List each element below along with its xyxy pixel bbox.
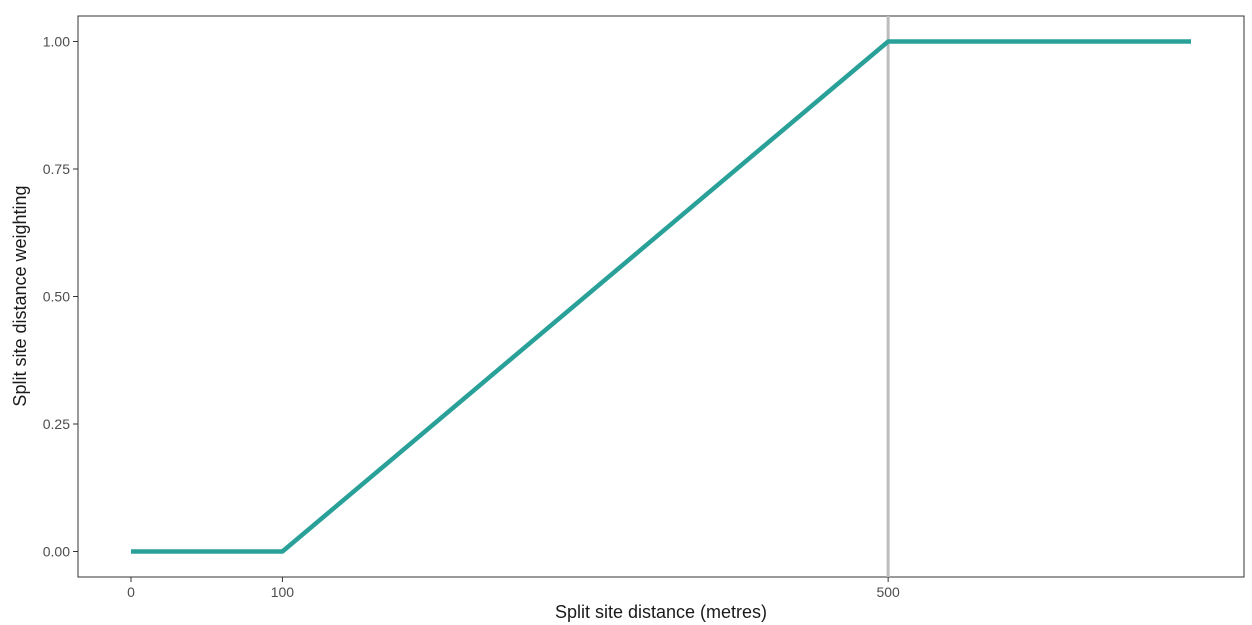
series-line-0 [131, 39, 1191, 554]
x-tick-label-0: 0 [127, 584, 135, 600]
y-tick-label-1: 0.25 [43, 416, 70, 432]
series-layer [131, 39, 1191, 554]
y-tick-label-3: 0.75 [43, 161, 70, 177]
x-axis-title: Split site distance (metres) [555, 602, 767, 622]
y-tick-label-2: 0.50 [43, 289, 70, 305]
x-tick-label-1: 100 [271, 584, 295, 600]
x-axis: 0 100 500 [127, 577, 900, 600]
y-tick-label-0: 0.00 [43, 544, 70, 560]
plot-panel-border [77, 15, 1245, 578]
y-axis-title: Split site distance weighting [10, 185, 30, 406]
y-tick-label-4: 1.00 [43, 34, 70, 50]
x-tick-label-2: 500 [876, 584, 900, 600]
y-axis: 0.00 0.25 0.50 0.75 1.00 [43, 34, 78, 560]
